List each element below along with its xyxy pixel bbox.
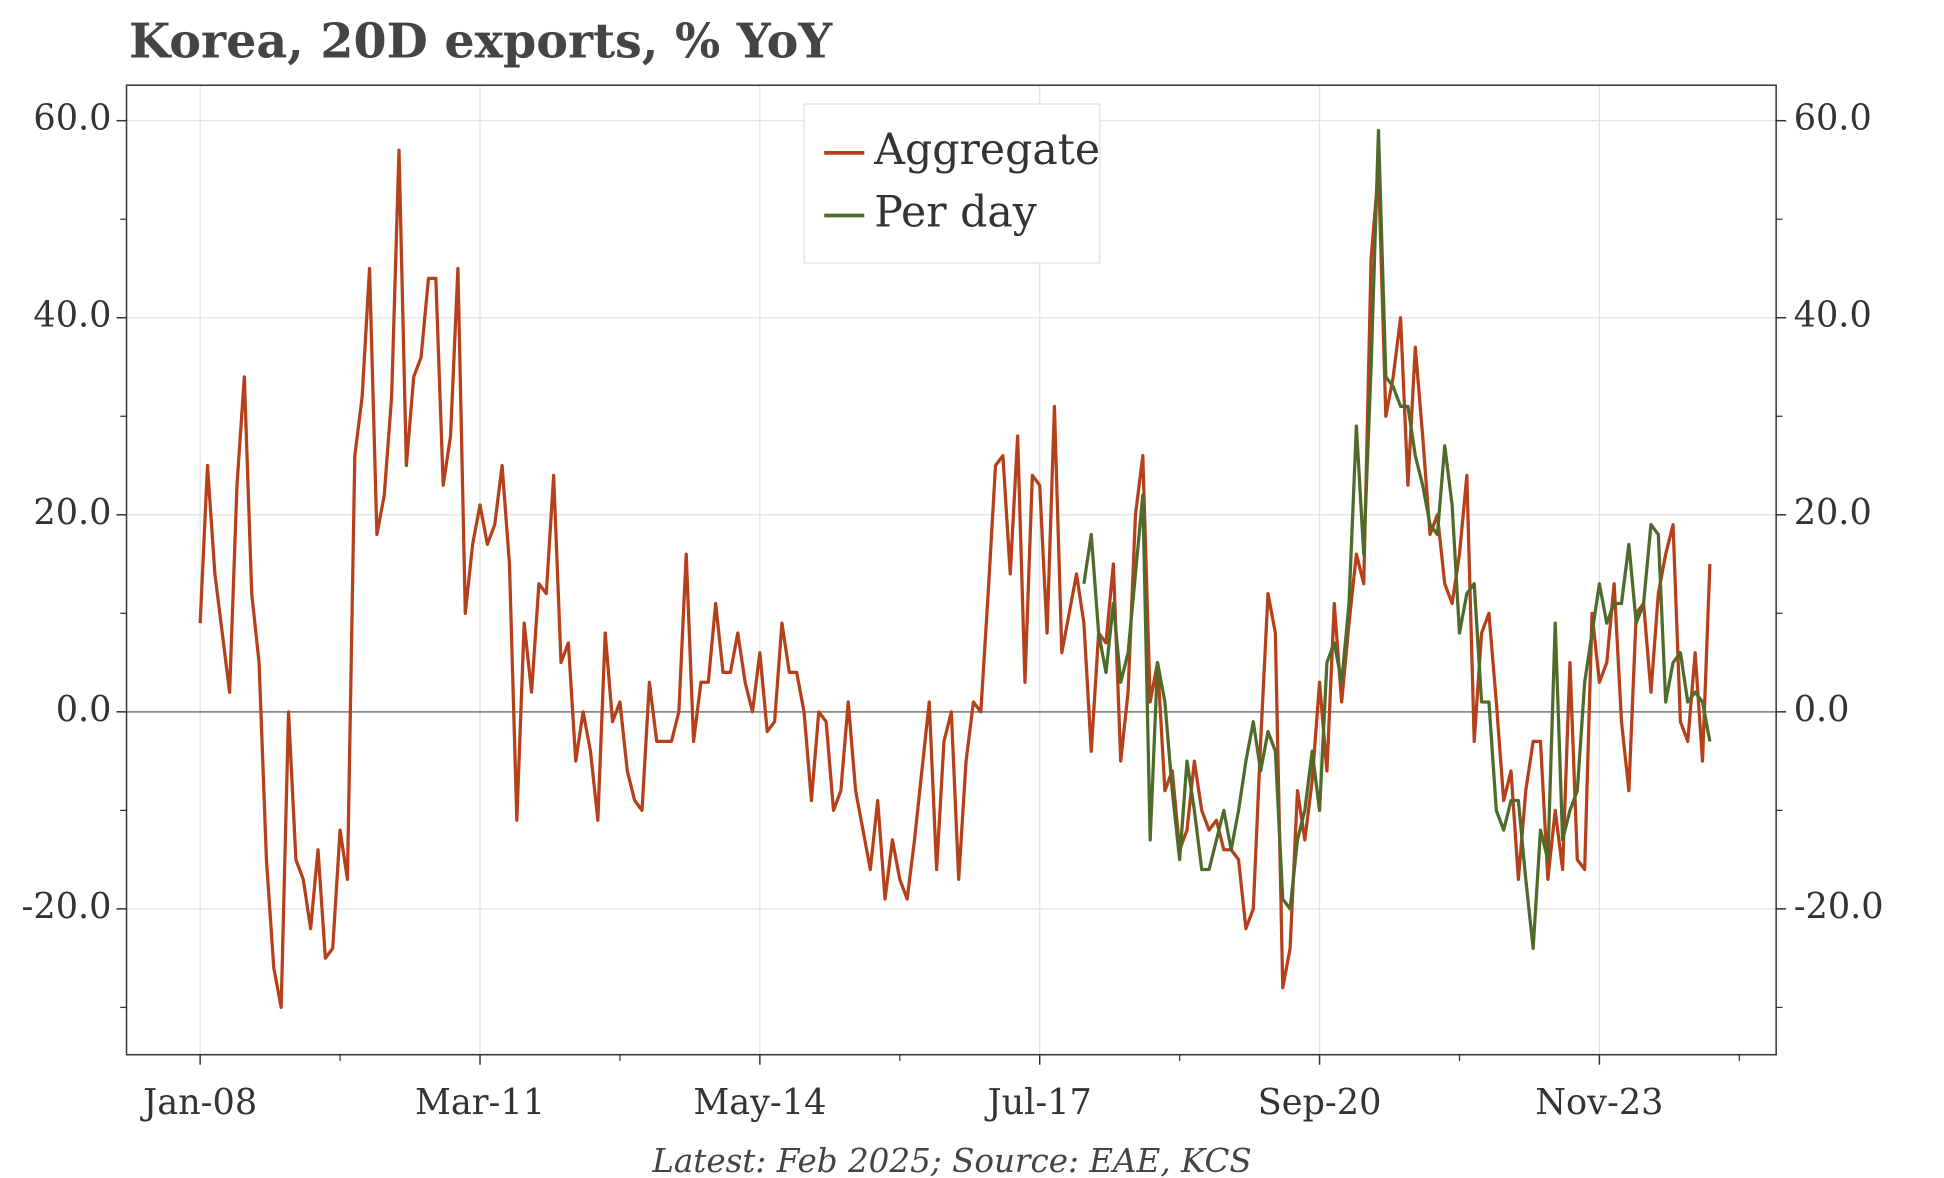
- legend-box: [803, 103, 1101, 264]
- x-tick-label: Jul-17: [985, 1082, 1092, 1123]
- y2-tick-label: -20.0: [1794, 886, 1884, 927]
- x-tick-label: Sep-20: [1258, 1082, 1382, 1123]
- x-tick-label: Nov-23: [1535, 1082, 1663, 1123]
- y2-tick-label: 0.0: [1794, 689, 1850, 730]
- legend-label: Aggregate: [873, 125, 1100, 175]
- y2-tick-label: 40.0: [1794, 295, 1872, 336]
- plot-frame: [125, 84, 1777, 1056]
- y-tick-label: 40.0: [33, 295, 111, 336]
- series-line: [198, 148, 1712, 1010]
- series-line: [1082, 128, 1712, 950]
- legend: Aggregate Per day: [803, 103, 1101, 264]
- footnote: Latest: Feb 2025; Source: EAE, KCS: [651, 1142, 1251, 1178]
- x-tick-label: May-14: [693, 1082, 826, 1123]
- y2-tick-label: 60.0: [1794, 98, 1872, 139]
- y2-tick-label: 20.0: [1794, 492, 1872, 533]
- y-tick-label: 20.0: [33, 492, 111, 533]
- x-tick-label: Mar-11: [415, 1082, 545, 1123]
- chart-title: Korea, 20D exports, % YoY: [129, 14, 833, 70]
- y-tick-label: 60.0: [33, 98, 111, 139]
- y-tick-label: 0.0: [56, 689, 112, 730]
- y-tick-label: -20.0: [22, 886, 112, 927]
- x-tick-label: Jan-08: [140, 1082, 257, 1123]
- legend-label: Per day: [874, 187, 1037, 237]
